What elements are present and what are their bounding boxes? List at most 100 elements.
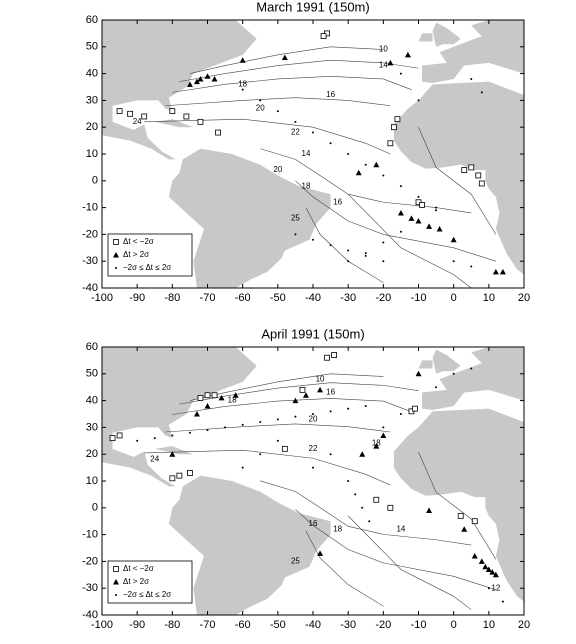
point-dot [294,120,297,123]
point-dot [276,439,279,442]
point-dot [417,99,420,102]
point-dot [329,142,332,145]
point-dot [399,72,402,75]
point-dot [452,372,455,375]
land [154,446,194,455]
land [418,33,433,42]
point-dot [153,437,156,440]
contour-label: 16 [326,90,335,99]
point-triangle [317,386,324,393]
contour-label: 25 [291,557,300,566]
x-tick-label: -100 [91,292,113,304]
point-square [461,167,468,173]
land [278,342,313,347]
point-dot [364,254,367,257]
point-dot [259,453,262,456]
contour-label: 14 [302,149,311,158]
point-triangle [373,161,380,168]
contour-label: 16 [309,519,318,528]
chart-title: April 1991 (150m) [261,326,364,341]
legend-label: Δt < −2σ [123,564,154,573]
point-triangle [471,553,478,559]
x-tick-label: -60 [235,619,251,631]
x-tick-label: 20 [518,292,530,304]
point-square [373,496,380,503]
point-dot [382,241,385,244]
point-square [281,445,288,452]
point-dot [382,174,385,177]
point-square [390,124,397,131]
y-tick-label: 30 [86,421,98,433]
y-tick-label: -20 [82,555,98,567]
point-square [387,504,394,511]
contour-label: 25 [291,213,300,222]
contour-line [144,449,391,486]
contour-line [144,118,391,155]
land [432,349,461,374]
chart-title: March 1991 (150m) [256,0,369,14]
contour-line [165,423,391,433]
x-tick-label: -40 [305,619,321,631]
point-triangle [492,571,499,578]
contour-label: 14 [379,61,388,70]
point-square [457,512,464,519]
x-tick-label: -20 [375,292,391,304]
y-tick-label: 60 [86,14,98,26]
point-triangle [186,81,193,87]
point-triangle [232,392,239,398]
legend-triangle [113,252,119,258]
point-dot [354,493,357,496]
point-triangle [197,75,204,82]
point-square [197,395,204,401]
point-square [468,164,475,171]
point-dot [347,249,350,252]
x-tick-label: -50 [270,292,286,304]
x-tick-label: 0 [451,292,457,304]
point-dot [347,480,350,482]
legend-label: −2σ ≤ Δt ≤ 2σ [123,590,171,599]
point-dot [364,252,367,255]
y-tick-label: 0 [92,175,98,187]
point-dot [171,434,174,437]
y-tick-label: 10 [86,475,98,487]
contour-line [418,451,497,560]
legend-square [113,239,119,245]
point-square [141,113,148,120]
point-triangle [211,75,218,82]
contour-label: 16 [333,197,342,206]
contour-label: 22 [309,444,318,453]
contour-line [179,382,419,405]
point-dot [312,466,314,469]
contour-line [305,530,384,607]
point-square [211,392,218,399]
contour-label: 20 [309,414,318,423]
land [393,408,524,602]
contour-line [295,509,496,590]
contour-label: 18 [372,439,381,448]
point-dot [417,220,420,222]
contour-label: 22 [291,128,300,137]
point-dot [382,426,385,429]
point-dot [435,209,438,212]
x-tick-label: -30 [340,619,356,631]
point-dot [452,260,455,263]
point-triangle [499,268,506,275]
point-square [215,129,221,136]
contour-label: 24 [133,117,142,126]
legend-label: Δt > 2σ [123,250,149,259]
point-dot [224,426,227,429]
point-square [183,113,190,120]
x-tick-label: -100 [91,619,113,631]
point-triangle [169,451,176,457]
point-triangle [193,78,200,85]
contour-line [165,97,391,107]
x-tick-label: -40 [305,292,321,304]
x-tick-label: 10 [483,619,495,631]
contour-line [347,193,472,288]
point-dot [259,99,262,102]
contour-label: 14 [396,524,405,533]
x-tick-label: -60 [235,292,251,304]
y-tick-label: -40 [82,282,98,294]
point-square [471,518,478,525]
